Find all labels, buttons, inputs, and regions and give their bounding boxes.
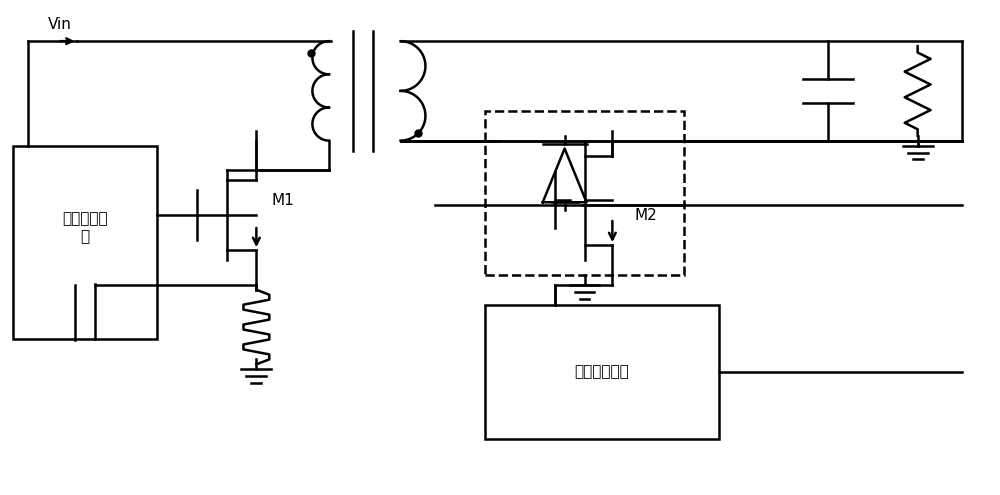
Text: 同步整流电路: 同步整流电路 (575, 364, 629, 379)
Text: M2: M2 (634, 208, 657, 223)
Text: M1: M1 (271, 193, 294, 208)
Bar (485, 305, 719, 439)
Bar (485, 111, 684, 275)
Text: 原边控制芯
片: 原边控制芯 片 (62, 211, 108, 244)
Text: Vin: Vin (48, 17, 71, 32)
Bar (13, 146, 157, 340)
